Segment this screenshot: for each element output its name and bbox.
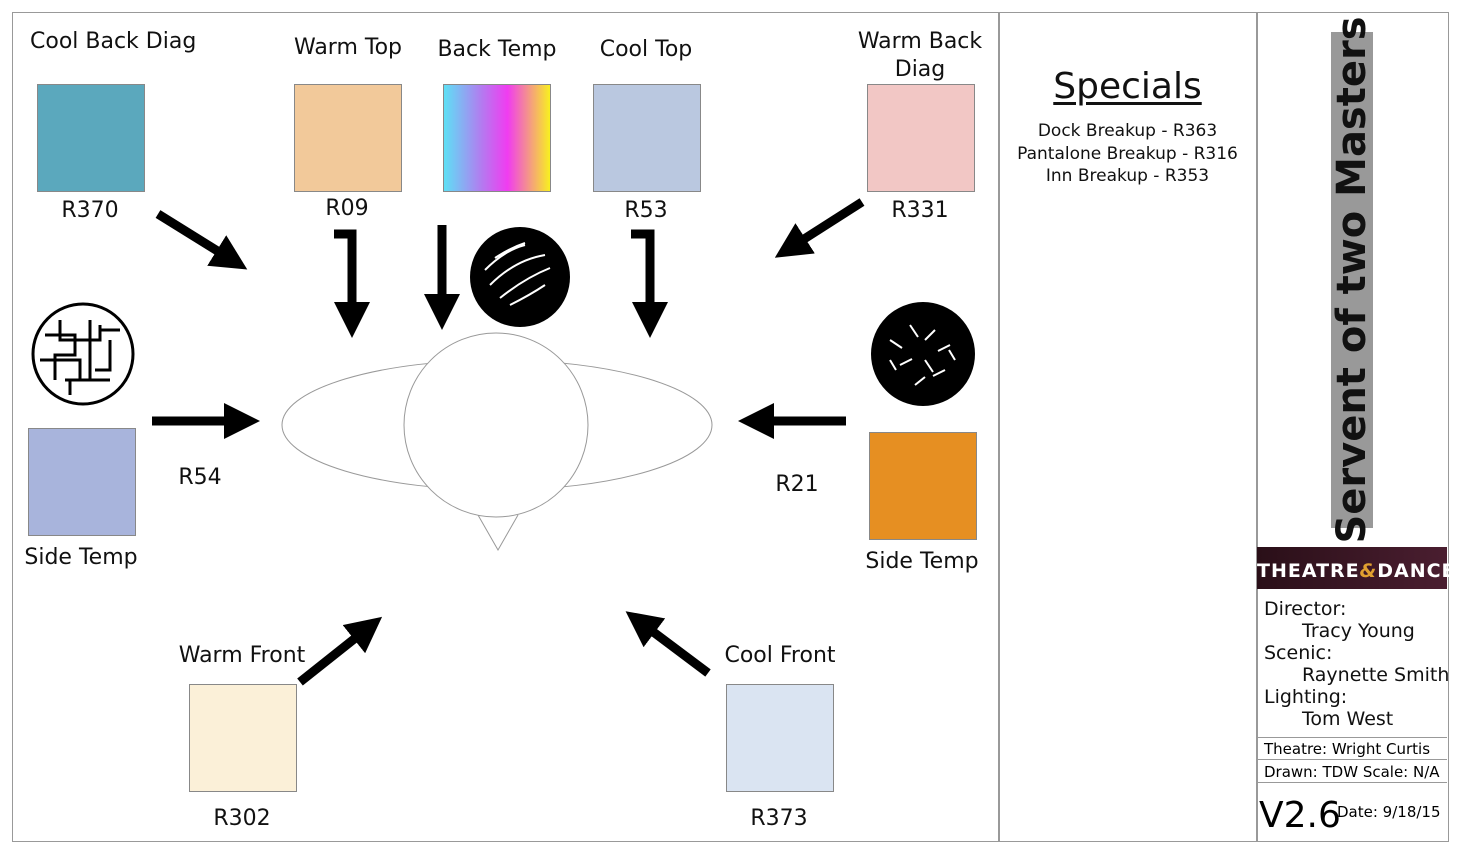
gel-warm-front: R302	[213, 806, 271, 831]
swatch-cool-top	[593, 84, 701, 192]
gel-cool-top: R53	[624, 198, 668, 223]
swatch-side-temp-left	[28, 428, 136, 536]
show-title: Servent of two Masters	[1329, 16, 1375, 544]
label-back-temp: Back Temp	[437, 37, 557, 62]
gel-side-temp-left: R54	[178, 465, 222, 490]
arrow-warm-front	[297, 616, 383, 686]
gobo-back-temp-icon	[470, 227, 570, 327]
school-logo: THEATRE&DANCE	[1257, 547, 1455, 589]
show-title-bg	[1331, 32, 1373, 528]
swatch-back-temp	[443, 84, 551, 192]
arrow-warm-back-diag	[774, 198, 865, 258]
nose	[477, 514, 519, 552]
scenic-label: Scenic:	[1264, 642, 1333, 664]
gobo-left-icon	[31, 302, 135, 406]
special-item: Dock Breakup - R363	[1037, 121, 1218, 141]
swatch-warm-back-diag	[867, 84, 975, 192]
swatch-side-temp-right	[869, 432, 977, 540]
arrow-cool-top	[631, 229, 668, 338]
label-warm-front: Warm Front	[178, 643, 306, 668]
label-cool-front: Cool Front	[724, 643, 836, 668]
label-warm-back-diag: Warm Back Diag	[857, 29, 983, 82]
director-label: Director:	[1264, 598, 1347, 620]
arrow-cool-front	[625, 611, 711, 677]
director-name: Tracy Young	[1302, 620, 1415, 642]
arrow-warm-top	[334, 229, 370, 338]
credits: Director: Tracy Young Scenic: Raynette S…	[1257, 598, 1454, 730]
lighting-name: Tom West	[1302, 708, 1394, 730]
arrow-cool-back-diag	[155, 210, 248, 270]
stage-figure	[281, 332, 713, 552]
special-item: Inn Breakup - R353	[1045, 166, 1210, 186]
outer-border	[12, 12, 1449, 842]
drawn-row: Drawn: TDW Scale: N/A	[1257, 759, 1447, 781]
head-circle	[403, 332, 589, 518]
label-side-temp-left: Side Temp	[24, 545, 138, 570]
scenic-name: Raynette Smith	[1302, 664, 1450, 686]
label-cool-top: Cool Top	[599, 37, 693, 62]
divider	[998, 12, 1000, 842]
gel-side-temp-right: R21	[775, 472, 819, 497]
theatre-row: Theatre: Wright Curtis	[1257, 737, 1447, 759]
label-side-temp-right: Side Temp	[865, 549, 979, 574]
gel-cool-back-diag: R370	[61, 198, 119, 223]
label-cool-back-diag: Cool Back Diag	[30, 29, 197, 54]
divider	[1256, 12, 1258, 842]
gel-cool-front: R373	[750, 806, 808, 831]
specials-list: Dock Breakup - R363 Pantalone Breakup - …	[1000, 120, 1255, 188]
lighting-label: Lighting:	[1264, 686, 1348, 708]
label-warm-top: Warm Top	[293, 35, 403, 60]
specials-title: Specials	[1053, 66, 1202, 107]
date: Date: 9/18/15	[1337, 803, 1441, 821]
swatch-cool-back-diag	[37, 84, 145, 192]
swatch-cool-front	[726, 684, 834, 792]
gel-warm-top: R09	[325, 196, 369, 221]
version-row: V2.6 Date: 9/18/15	[1257, 782, 1447, 840]
gobo-right-icon	[871, 302, 975, 406]
swatch-warm-top	[294, 84, 402, 192]
gel-warm-back-diag: R331	[891, 198, 949, 223]
version: V2.6	[1259, 795, 1341, 836]
special-item: Pantalone Breakup - R316	[1017, 143, 1238, 164]
swatch-warm-front	[189, 684, 297, 792]
